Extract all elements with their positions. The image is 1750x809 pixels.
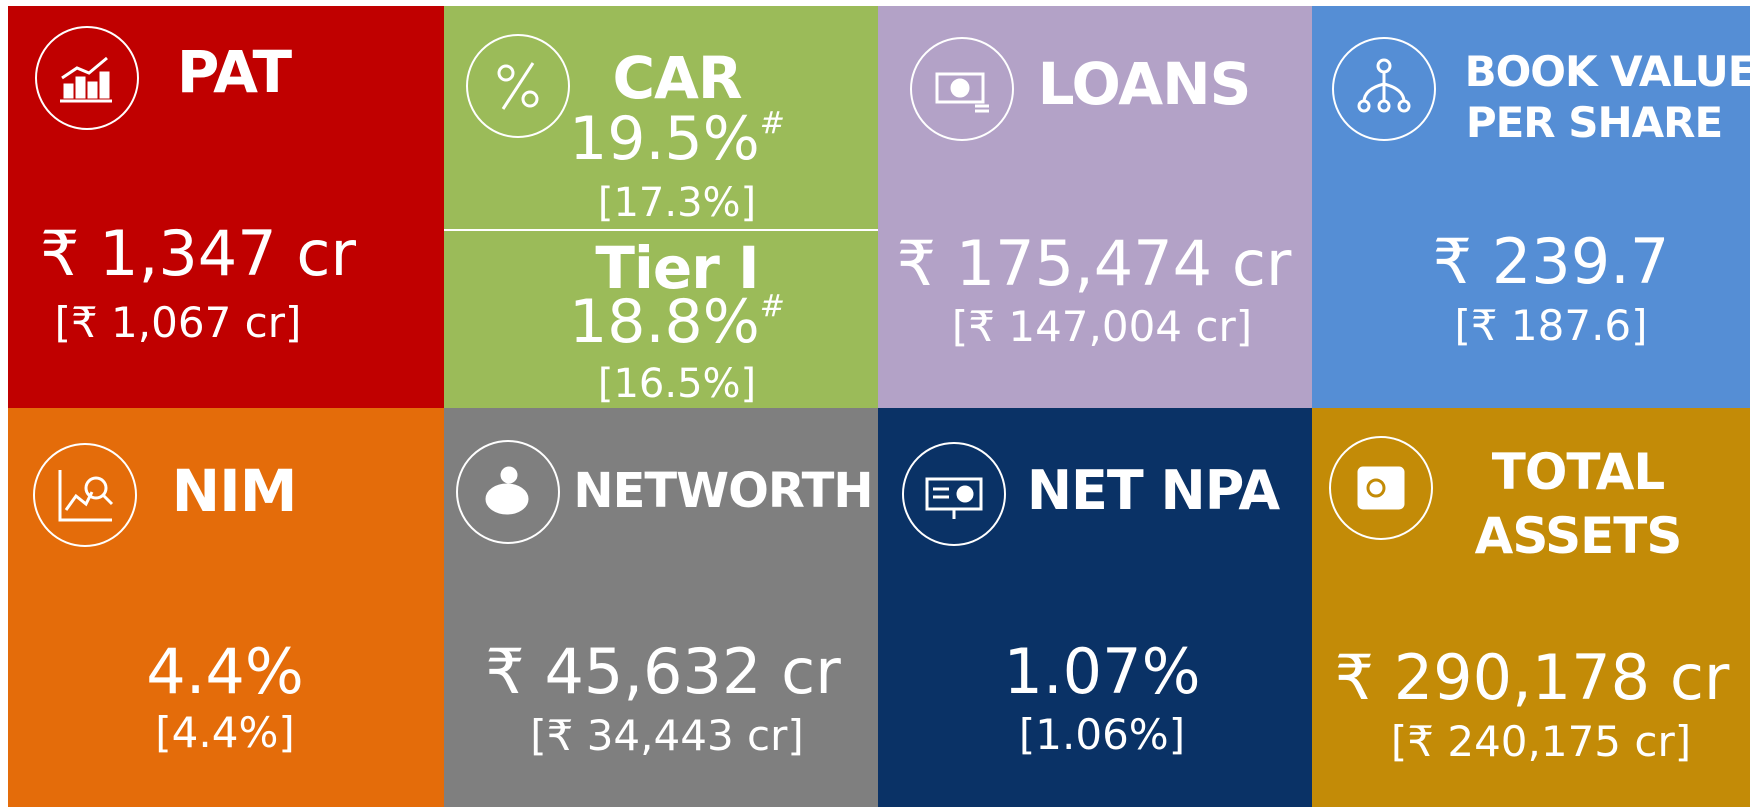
metric-title: CAR [612,44,742,112]
metric-title: Tier I [595,234,759,302]
tile-title: NETWORTH [573,463,873,519]
icon [456,440,560,544]
tile-title: BOOK VALUE [1464,47,1750,96]
icon-ring [35,26,139,130]
icon-ring [910,37,1014,141]
tile-value: ₹ 239.7 [1432,225,1670,298]
icon-ring [1332,37,1436,141]
metric-note: # [759,289,785,324]
metric-value: 19.5% [569,104,760,174]
icon [1329,436,1433,540]
tile-title: NET NPA [1026,459,1280,522]
tile-title: LOANS [1037,50,1252,118]
icon-part [1357,99,1371,113]
icon [910,37,1014,141]
icon-part [1376,58,1392,74]
tile-previous: [₹ 1,067 cr] [54,298,302,347]
metric-previous: [16.5%] [597,361,757,407]
icon [1332,37,1436,141]
icon-glyph [925,477,983,519]
tile-title: PAT [176,38,292,106]
icon-glyph [58,470,114,522]
metric-value-wrap: 18.8%# [569,289,785,353]
icon-part [63,83,74,99]
icon-part [950,78,970,98]
tile-previous: [₹ 147,004 cr] [951,302,1253,351]
tile [444,6,878,408]
metric-note: # [759,106,785,141]
icon [466,34,570,138]
icon-part [485,483,529,515]
icon-part [1377,99,1391,113]
icon-part [99,71,110,99]
icon [33,443,137,547]
tile-title: ASSETS [1474,507,1683,565]
icon-part [500,466,518,484]
tile-previous: [₹ 34,443 cr] [530,711,804,760]
tile-previous: [₹ 187.6] [1454,301,1648,350]
tile-value: 4.4% [146,635,304,708]
tile-title: TOTAL [1491,443,1665,501]
icon-part [521,90,539,108]
icon-part [84,476,108,500]
icon-glyph [1357,58,1411,113]
icon-part [935,72,985,104]
tile-title: PER SHARE [1465,98,1723,147]
icon-part [1366,478,1386,498]
icon-part [497,64,515,82]
icon-ring [1329,436,1433,540]
divider [444,229,878,231]
icon-part [1397,99,1411,113]
icon-part [956,485,974,503]
icon-glyph [935,72,989,113]
metric-value: 18.8% [569,287,760,357]
icon-glyph [60,56,112,103]
tile-previous: [4.4%] [155,708,295,757]
tile-title: NIM [171,457,298,525]
icon-part [1357,466,1405,510]
icon-ring [33,443,137,547]
tile-value: ₹ 175,474 cr [896,227,1292,300]
tile [8,6,444,408]
icon-part [101,493,114,506]
icon-ring [456,440,560,544]
icon [35,26,139,130]
icon-part [501,62,535,110]
icon-part [75,76,86,99]
tile-previous: [1.06%] [1018,710,1186,759]
metric-previous: [17.3%] [597,180,757,226]
tile [878,408,1312,807]
icon-ring [902,442,1006,546]
tile [8,408,444,807]
icon-part [58,470,112,522]
tile-value: 1.07% [1003,635,1201,708]
icon-part [64,491,94,511]
icon [902,442,1006,546]
icon-glyph [485,466,529,515]
icon-part [87,81,98,99]
icon-glyph [497,62,539,110]
icon-part [61,56,108,80]
icon-ring [466,34,570,138]
tile-previous: [₹ 240,175 cr] [1390,717,1692,766]
icon-glyph [1357,466,1405,510]
tile-value: ₹ 1,347 cr [40,217,356,290]
metric-value-wrap: 19.5%# [569,106,785,170]
tile-value: ₹ 45,632 cr [485,635,841,708]
tile-value: ₹ 290,178 cr [1334,641,1730,714]
